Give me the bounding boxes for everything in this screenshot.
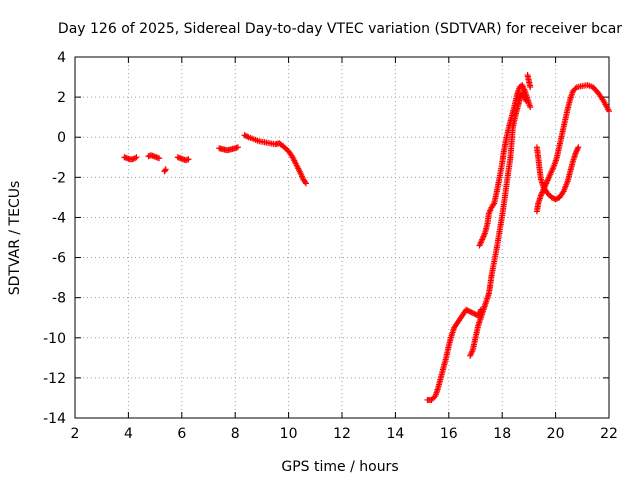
x-tick-label: 4 xyxy=(124,426,133,442)
data-point xyxy=(527,104,534,111)
data-point xyxy=(464,307,471,314)
data-point xyxy=(244,133,251,140)
y-tick-label: 4 xyxy=(57,50,66,66)
x-axis-label: GPS time / hours xyxy=(281,459,398,475)
data-point xyxy=(162,166,169,173)
y-tick-label: 0 xyxy=(57,130,66,146)
data-point xyxy=(242,132,249,139)
x-tick-label: 18 xyxy=(493,426,511,442)
x-tick-label: 16 xyxy=(440,426,458,442)
x-tick-label: 8 xyxy=(231,426,240,442)
grid xyxy=(75,57,609,418)
x-tick-label: 2 xyxy=(71,426,80,442)
x-tick-label: 22 xyxy=(600,426,618,442)
data-points xyxy=(121,72,612,403)
data-point xyxy=(569,88,576,95)
data-point xyxy=(429,395,436,402)
data-point xyxy=(527,84,534,91)
data-point xyxy=(544,190,551,197)
data-point xyxy=(553,195,560,202)
y-tick-label: 2 xyxy=(57,90,66,106)
y-axis-label: SDTVAR / TECUs xyxy=(7,181,23,296)
y-tick-label: -14 xyxy=(43,411,66,427)
data-point xyxy=(545,191,552,198)
data-point xyxy=(575,144,582,151)
x-tick-label: 20 xyxy=(547,426,565,442)
y-tick-label: -6 xyxy=(52,251,66,267)
data-point xyxy=(549,195,556,202)
data-point xyxy=(468,309,475,316)
data-point xyxy=(606,108,612,115)
y-tick-label: -12 xyxy=(43,371,66,387)
data-point xyxy=(302,179,309,186)
y-tick-label: -2 xyxy=(52,170,66,186)
y-tick-label: -8 xyxy=(52,291,66,307)
y-tick-label: -10 xyxy=(43,331,66,347)
data-point xyxy=(467,308,474,315)
x-tick-label: 6 xyxy=(177,426,186,442)
data-point xyxy=(241,132,248,139)
data-point xyxy=(162,167,169,174)
data-point xyxy=(428,396,435,403)
data-point xyxy=(234,144,241,151)
x-tick-label: 14 xyxy=(386,426,404,442)
data-point xyxy=(185,156,192,163)
data-point xyxy=(490,201,497,208)
data-point xyxy=(302,180,309,187)
data-point xyxy=(132,155,139,162)
data-point xyxy=(133,154,140,161)
x-tick-label: 10 xyxy=(280,426,298,442)
data-point xyxy=(156,155,163,162)
data-point xyxy=(572,85,579,92)
data-point xyxy=(548,194,555,201)
data-point xyxy=(571,86,578,93)
data-point xyxy=(469,310,476,317)
data-point xyxy=(552,196,559,203)
x-tick-label: 12 xyxy=(333,426,351,442)
data-point xyxy=(465,308,472,315)
chart-title: Day 126 of 2025, Sidereal Day-to-day VTE… xyxy=(58,21,622,37)
data-point xyxy=(463,306,470,313)
y-tick-label: -4 xyxy=(52,210,66,226)
